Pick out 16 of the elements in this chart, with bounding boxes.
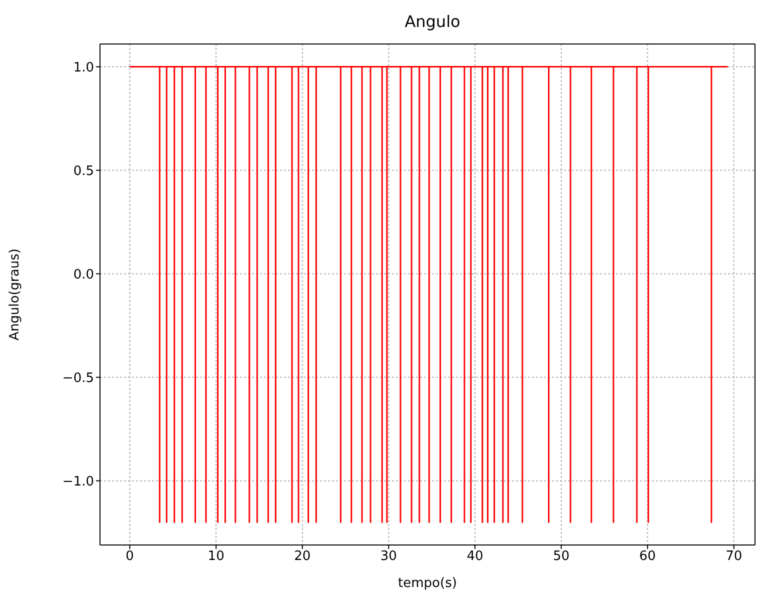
y-tick-label: −0.5 — [62, 370, 94, 386]
y-tick-label: −1.0 — [62, 474, 94, 490]
x-tick-label: 0 — [126, 549, 134, 564]
x-tick-label: 70 — [726, 549, 742, 564]
y-axis-title: Angulo(graus) — [8, 248, 23, 340]
chart-title: Angulo — [404, 12, 462, 31]
x-axis-title: tempo(s) — [398, 576, 457, 591]
x-tick-label: 60 — [639, 549, 656, 564]
y-tick-label: 0.0 — [73, 267, 94, 282]
y-tick-label: 0.5 — [73, 164, 94, 179]
x-tick-label: 20 — [294, 549, 311, 564]
x-tick-label: 40 — [466, 549, 484, 564]
x-tick-label: 50 — [552, 549, 570, 564]
x-tick-label: 10 — [208, 549, 224, 564]
y-tick-label: 1.0 — [73, 60, 94, 76]
x-tick-label: 30 — [380, 549, 397, 564]
